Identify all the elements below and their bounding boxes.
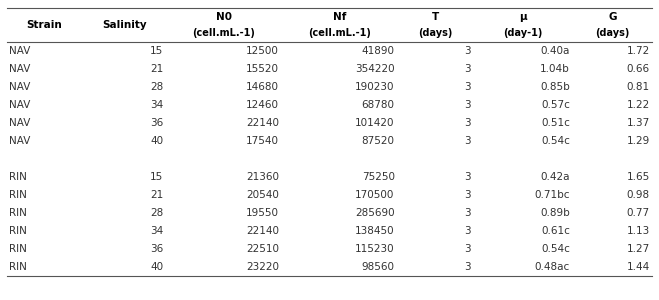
- Text: NAV: NAV: [9, 46, 30, 56]
- Text: 34: 34: [150, 226, 163, 236]
- Text: (days): (days): [418, 28, 452, 38]
- Text: (days): (days): [595, 28, 630, 38]
- Text: 1.72: 1.72: [627, 46, 650, 56]
- Text: 1.04b: 1.04b: [540, 64, 570, 74]
- Text: 22140: 22140: [246, 226, 279, 236]
- Text: NAV: NAV: [9, 64, 30, 74]
- Text: NAV: NAV: [9, 82, 30, 92]
- Text: RIN: RIN: [9, 244, 27, 254]
- Text: Salinity: Salinity: [102, 20, 146, 30]
- Text: Strain: Strain: [26, 20, 63, 30]
- Text: RIN: RIN: [9, 262, 27, 272]
- Text: 75250: 75250: [362, 172, 395, 182]
- Text: 0.40a: 0.40a: [540, 46, 570, 56]
- Text: RIN: RIN: [9, 190, 27, 200]
- Text: 3: 3: [464, 190, 471, 200]
- Text: 0.81: 0.81: [627, 82, 650, 92]
- Text: 22140: 22140: [246, 118, 279, 128]
- Text: 0.85b: 0.85b: [540, 82, 570, 92]
- Text: 0.54c: 0.54c: [541, 136, 570, 146]
- Text: 68780: 68780: [362, 100, 395, 110]
- Text: 34: 34: [150, 100, 163, 110]
- Text: 40: 40: [150, 262, 163, 272]
- Text: 190230: 190230: [355, 82, 395, 92]
- Text: 19550: 19550: [246, 208, 279, 218]
- Text: 0.77: 0.77: [627, 208, 650, 218]
- Text: 3: 3: [464, 64, 471, 74]
- Text: 3: 3: [464, 100, 471, 110]
- Text: (day-1): (day-1): [503, 28, 542, 38]
- Text: 40: 40: [150, 136, 163, 146]
- Text: NAV: NAV: [9, 100, 30, 110]
- Text: 354220: 354220: [355, 64, 395, 74]
- Text: 3: 3: [464, 82, 471, 92]
- Text: 20540: 20540: [246, 190, 279, 200]
- Text: 15520: 15520: [246, 64, 279, 74]
- Text: 0.71bc: 0.71bc: [534, 190, 570, 200]
- Text: 36: 36: [150, 244, 163, 254]
- Text: 0.66: 0.66: [627, 64, 650, 74]
- Text: 12500: 12500: [246, 46, 279, 56]
- Text: 3: 3: [464, 172, 471, 182]
- Text: G: G: [608, 13, 617, 22]
- Text: 1.37: 1.37: [627, 118, 650, 128]
- Text: 3: 3: [464, 226, 471, 236]
- Text: 1.44: 1.44: [627, 262, 650, 272]
- Text: 17540: 17540: [246, 136, 279, 146]
- Text: 21360: 21360: [246, 172, 279, 182]
- Text: 1.22: 1.22: [627, 100, 650, 110]
- Text: 15: 15: [150, 172, 163, 182]
- Text: 3: 3: [464, 46, 471, 56]
- Text: T: T: [432, 13, 439, 22]
- Text: 0.57c: 0.57c: [541, 100, 570, 110]
- Text: 23220: 23220: [246, 262, 279, 272]
- Text: 1.65: 1.65: [627, 172, 650, 182]
- Text: 0.42a: 0.42a: [540, 172, 570, 182]
- Text: 0.54c: 0.54c: [541, 244, 570, 254]
- Text: 28: 28: [150, 208, 163, 218]
- Text: 22510: 22510: [246, 244, 279, 254]
- Text: Nf: Nf: [333, 13, 346, 22]
- Text: 170500: 170500: [355, 190, 395, 200]
- Text: 3: 3: [464, 262, 471, 272]
- Text: 0.48ac: 0.48ac: [535, 262, 570, 272]
- Text: N0: N0: [216, 13, 232, 22]
- Text: NAV: NAV: [9, 118, 30, 128]
- Text: 21: 21: [150, 190, 163, 200]
- Text: 14680: 14680: [246, 82, 279, 92]
- Text: 0.98: 0.98: [627, 190, 650, 200]
- Text: 0.51c: 0.51c: [541, 118, 570, 128]
- Text: 1.13: 1.13: [627, 226, 650, 236]
- Text: 3: 3: [464, 244, 471, 254]
- Text: 3: 3: [464, 136, 471, 146]
- Text: RIN: RIN: [9, 172, 27, 182]
- Text: 36: 36: [150, 118, 163, 128]
- Text: 28: 28: [150, 82, 163, 92]
- Text: RIN: RIN: [9, 208, 27, 218]
- Text: 115230: 115230: [355, 244, 395, 254]
- Text: 21: 21: [150, 64, 163, 74]
- Text: 98560: 98560: [362, 262, 395, 272]
- Text: 3: 3: [464, 118, 471, 128]
- Text: 138450: 138450: [355, 226, 395, 236]
- Text: 1.29: 1.29: [627, 136, 650, 146]
- Text: 0.89b: 0.89b: [540, 208, 570, 218]
- Text: 0.61c: 0.61c: [541, 226, 570, 236]
- Text: 285690: 285690: [355, 208, 395, 218]
- Text: 101420: 101420: [355, 118, 395, 128]
- Text: NAV: NAV: [9, 136, 30, 146]
- Text: 1.27: 1.27: [627, 244, 650, 254]
- Text: 41890: 41890: [362, 46, 395, 56]
- Text: RIN: RIN: [9, 226, 27, 236]
- Text: 15: 15: [150, 46, 163, 56]
- Text: 12460: 12460: [246, 100, 279, 110]
- Text: 3: 3: [464, 208, 471, 218]
- Text: (cell.mL.-1): (cell.mL.-1): [308, 28, 371, 38]
- Text: μ: μ: [519, 13, 527, 22]
- Text: (cell.mL.-1): (cell.mL.-1): [192, 28, 255, 38]
- Text: 87520: 87520: [362, 136, 395, 146]
